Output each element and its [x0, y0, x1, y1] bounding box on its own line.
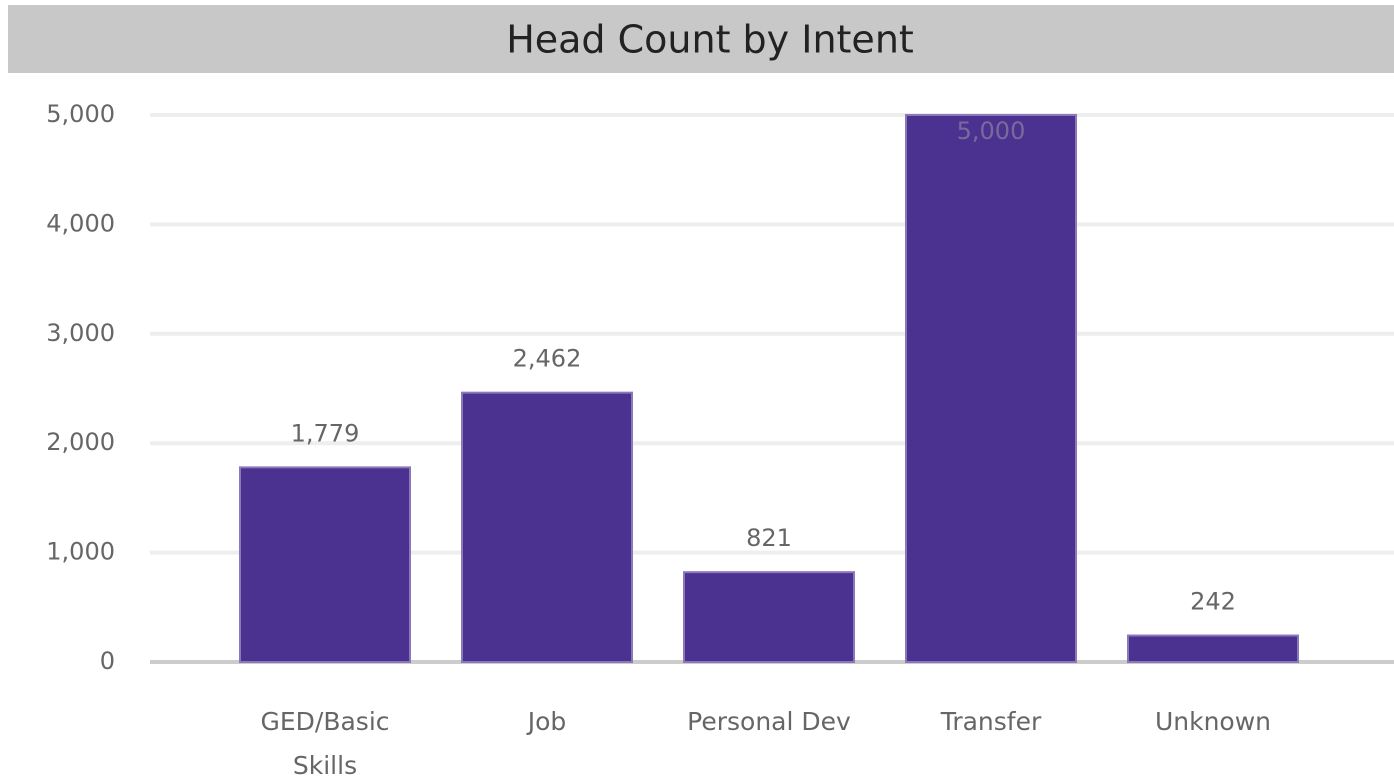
y-tick-label: 4,000 — [46, 209, 115, 237]
x-tick-label: Unknown — [1154, 707, 1272, 736]
bar — [1127, 634, 1299, 664]
value-label: 242 — [1190, 588, 1236, 616]
x-tick-label: Job — [527, 707, 567, 736]
y-tick-label: 3,000 — [46, 319, 115, 347]
y-tick-label: 5,000 — [46, 100, 115, 128]
bar — [905, 114, 1077, 663]
x-tick-label: Personal Dev — [687, 707, 851, 736]
value-label: 2,462 — [513, 345, 582, 373]
x-tick-label: Transfer — [940, 707, 1042, 736]
bar — [683, 571, 855, 664]
x-tick-label: GED/Basic Skills — [260, 707, 390, 780]
y-tick-label: 1,000 — [46, 538, 115, 566]
title-bar — [8, 5, 1394, 73]
bar — [461, 391, 633, 663]
y-tick-label: 2,000 — [46, 428, 115, 456]
bar — [239, 466, 411, 664]
y-tick-label: 0 — [100, 647, 115, 675]
chart-title: Head Count by Intent — [506, 18, 914, 62]
value-label: 5,000 — [957, 117, 1026, 145]
value-label: 1,779 — [291, 419, 360, 447]
value-label: 821 — [746, 524, 792, 552]
